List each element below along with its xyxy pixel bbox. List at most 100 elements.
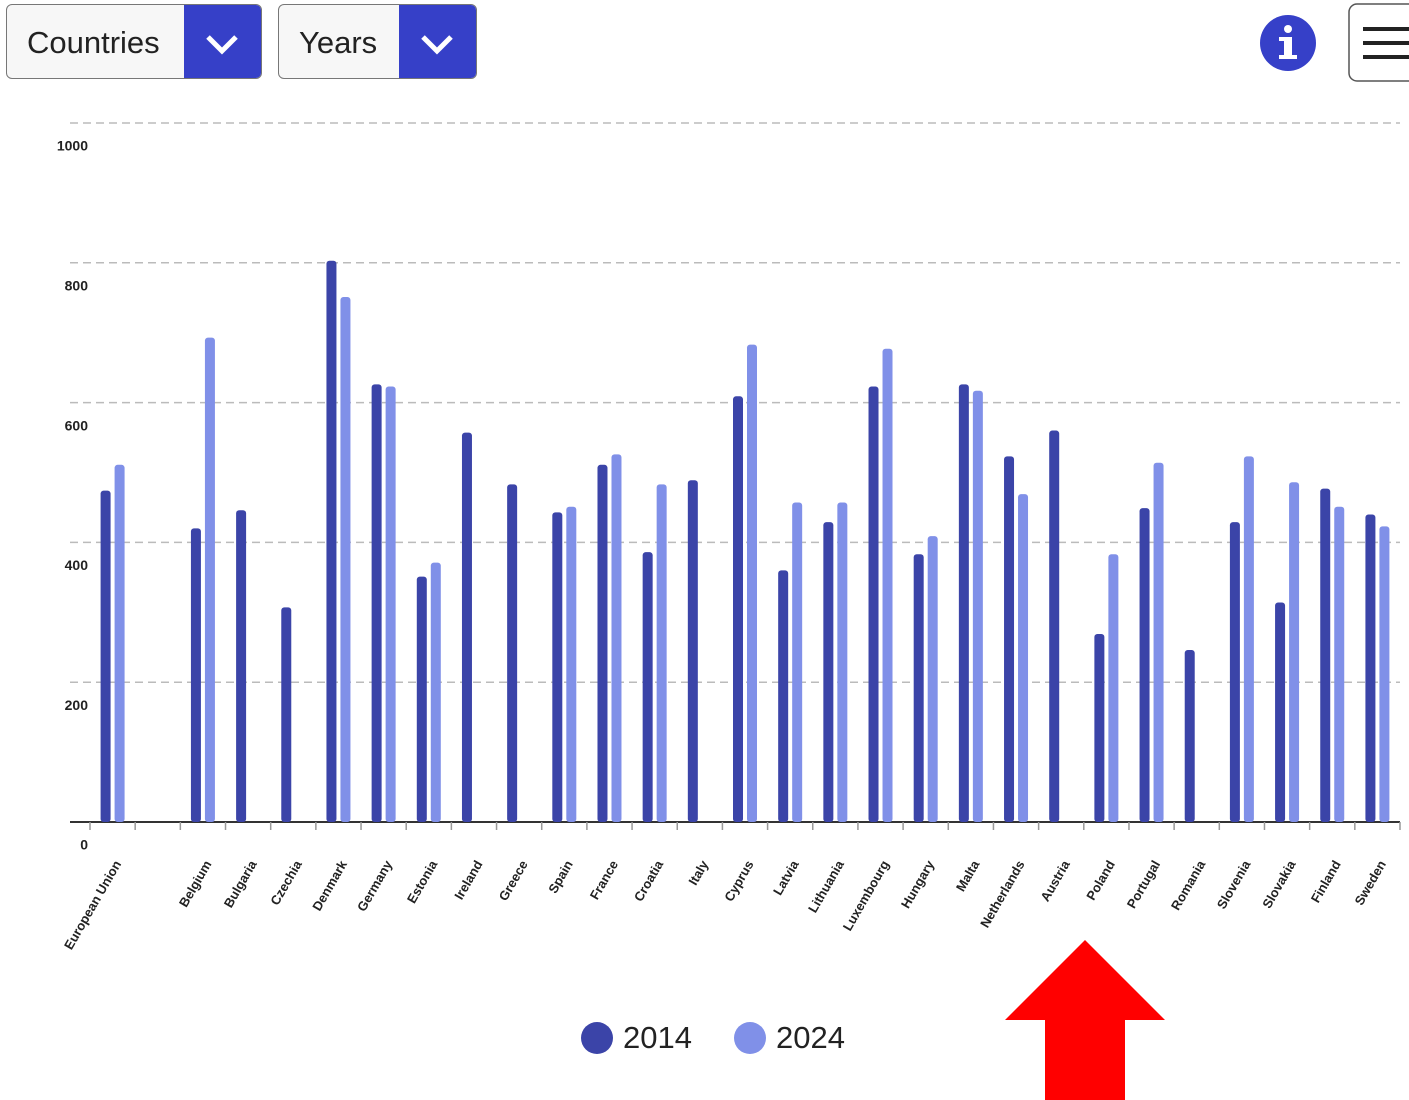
bar bbox=[1320, 488, 1331, 822]
bar bbox=[1229, 522, 1240, 822]
bar bbox=[552, 512, 563, 822]
x-tick-label: Netherlands bbox=[977, 858, 1028, 931]
x-tick-label: Germany bbox=[354, 857, 396, 914]
bar bbox=[1139, 508, 1150, 822]
bar bbox=[430, 562, 441, 822]
bar bbox=[733, 396, 743, 822]
x-tick-label: Portugal bbox=[1124, 858, 1163, 911]
bar bbox=[1153, 462, 1164, 822]
chevron bbox=[421, 35, 453, 55]
dropdown-button[interactable] bbox=[399, 5, 476, 78]
bar bbox=[792, 502, 803, 822]
bar bbox=[326, 260, 337, 822]
x-tick-label: Denmark bbox=[309, 857, 350, 913]
menu-button[interactable] bbox=[1348, 3, 1409, 82]
bar bbox=[190, 528, 201, 822]
x-tick-label: Estonia bbox=[404, 857, 441, 906]
x-tick-label: Hungary bbox=[898, 857, 938, 911]
bar bbox=[747, 344, 757, 822]
bar bbox=[1049, 430, 1060, 822]
years-dropdown[interactable]: Years bbox=[278, 4, 477, 79]
x-tick-label: Finland bbox=[1308, 858, 1344, 906]
x-tick-label: Latvia bbox=[770, 857, 802, 898]
bar bbox=[656, 484, 667, 822]
x-tick-label: Lithuania bbox=[805, 857, 847, 915]
x-tick-label: Slovakia bbox=[1259, 857, 1299, 911]
bar bbox=[204, 337, 215, 822]
x-tick-label: Greece bbox=[496, 858, 531, 904]
x-tick-label: European Union bbox=[61, 858, 124, 952]
legend-label: 2024 bbox=[776, 1020, 845, 1055]
bar bbox=[1365, 514, 1376, 822]
x-tick-label: Sweden bbox=[1351, 858, 1389, 908]
bar bbox=[913, 554, 924, 822]
x-tick-label: Bulgaria bbox=[221, 857, 260, 910]
bar bbox=[1108, 554, 1119, 822]
x-tick-label: Austria bbox=[1037, 857, 1073, 904]
x-tick-label: Croatia bbox=[631, 857, 667, 904]
bar bbox=[416, 576, 427, 822]
y-tick-label: 600 bbox=[65, 417, 89, 433]
bar bbox=[236, 510, 247, 822]
x-tick-label: Belgium bbox=[176, 858, 215, 910]
red-arrow bbox=[1005, 940, 1165, 1100]
x-tick-label: Malta bbox=[953, 857, 983, 894]
bar bbox=[972, 390, 983, 822]
bar bbox=[642, 552, 653, 822]
bar bbox=[597, 464, 608, 822]
legend-label: 2014 bbox=[623, 1020, 692, 1055]
x-tick-label: Spain bbox=[545, 858, 576, 896]
bar bbox=[1184, 650, 1195, 822]
x-tick-label: Czechia bbox=[267, 857, 305, 908]
bar bbox=[461, 432, 472, 822]
bar bbox=[958, 384, 969, 822]
bar bbox=[385, 386, 396, 822]
bar bbox=[778, 570, 789, 822]
bar bbox=[611, 454, 622, 822]
x-tick-label: Luxembourg bbox=[840, 858, 892, 934]
bar bbox=[1289, 482, 1300, 822]
y-tick-label: 800 bbox=[65, 278, 89, 294]
bar bbox=[837, 502, 848, 822]
info-button[interactable] bbox=[1260, 15, 1316, 71]
y-tick-label: 0 bbox=[80, 837, 88, 853]
legend-swatch bbox=[581, 1022, 613, 1054]
bar bbox=[1334, 506, 1345, 822]
bar bbox=[687, 480, 698, 822]
chevron bbox=[206, 35, 238, 55]
bar bbox=[882, 348, 893, 822]
x-tick-label: France bbox=[587, 858, 621, 902]
x-tick-label: Cyprus bbox=[721, 858, 756, 904]
bar bbox=[868, 386, 879, 822]
bar bbox=[927, 536, 938, 822]
legend-swatch bbox=[734, 1022, 766, 1054]
bar bbox=[114, 464, 125, 822]
y-tick-label: 200 bbox=[65, 697, 89, 713]
bar bbox=[340, 297, 351, 822]
x-tick-label: Poland bbox=[1083, 858, 1118, 903]
x-tick-label: Ireland bbox=[451, 858, 485, 902]
bar bbox=[371, 384, 382, 822]
bar bbox=[1379, 526, 1390, 822]
bar bbox=[281, 607, 292, 822]
bar bbox=[823, 522, 834, 822]
x-tick-label: Italy bbox=[685, 857, 711, 888]
bar bbox=[100, 490, 111, 822]
x-tick-label: Slovenia bbox=[1214, 857, 1254, 911]
countries-dropdown[interactable]: Countries bbox=[6, 4, 262, 79]
dropdown-label: Years bbox=[299, 25, 378, 60]
bar bbox=[1243, 456, 1254, 822]
bar bbox=[1094, 633, 1105, 822]
bar bbox=[566, 506, 577, 822]
dropdown-button[interactable] bbox=[184, 5, 261, 78]
bar bbox=[1275, 602, 1286, 822]
dropdown-label: Countries bbox=[27, 25, 160, 60]
bar bbox=[1004, 456, 1015, 822]
y-tick-label: 400 bbox=[65, 557, 89, 573]
y-tick-label: 1000 bbox=[57, 138, 88, 154]
x-tick-label: Romania bbox=[1168, 857, 1209, 913]
bar bbox=[1018, 494, 1029, 822]
bar bbox=[507, 484, 518, 822]
